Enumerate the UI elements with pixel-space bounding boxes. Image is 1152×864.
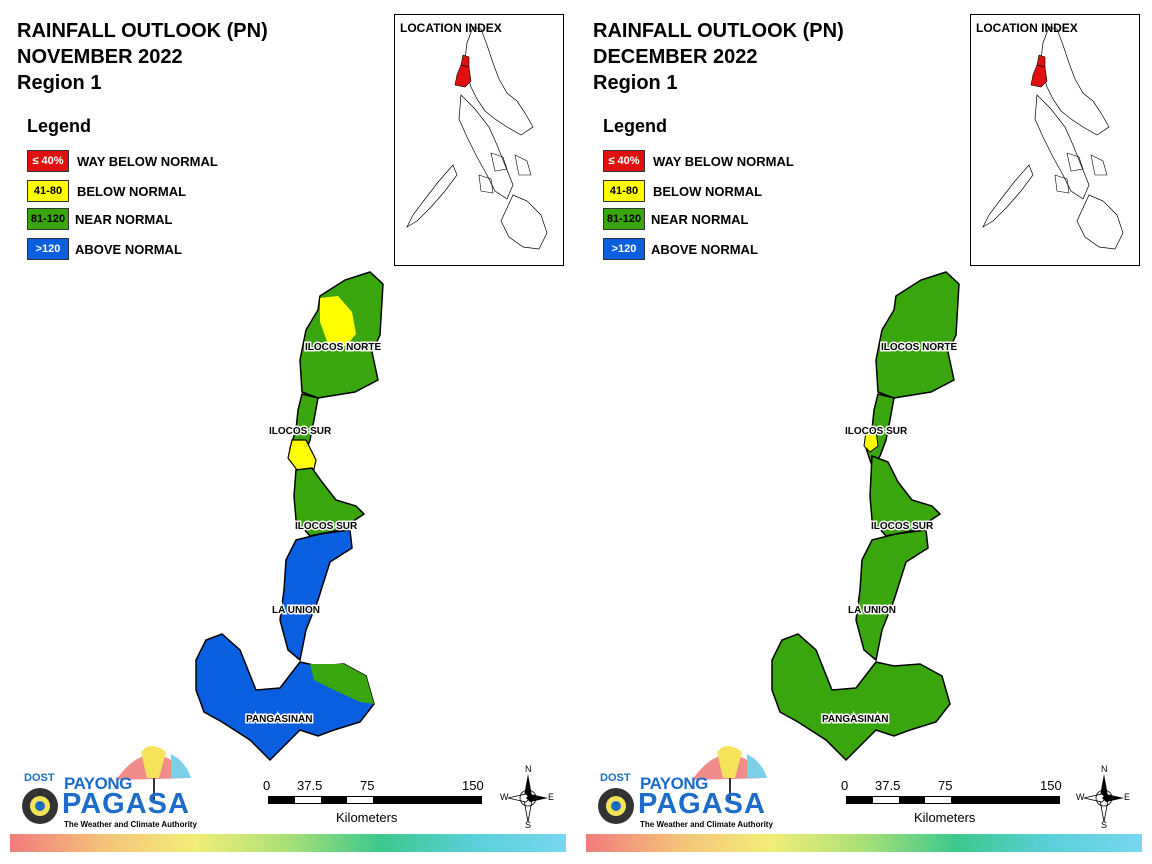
- la-union-region: [855, 529, 929, 662]
- compass-e: E: [548, 792, 555, 802]
- map-title: RAINFALL OUTLOOK (PN) DECEMBER 2022 Regi…: [593, 18, 844, 96]
- ilocos-sur-below-normal-area: [863, 429, 879, 453]
- footer-gradient-bar: [10, 834, 566, 852]
- footer-gradient-bar: [586, 834, 1142, 852]
- location-index-title: LOCATION INDEX: [400, 21, 502, 35]
- province-label-pangasinan: PANGASINAN: [822, 714, 888, 725]
- compass-s: S: [1101, 820, 1108, 830]
- legend-label: BELOW NORMAL: [77, 184, 187, 199]
- province-label-ilocos-sur: ILOCOS SUR: [269, 426, 332, 437]
- title-month: DECEMBER 2022: [593, 46, 758, 68]
- compass-e: E: [1124, 792, 1131, 802]
- province-label-la-union: LA UNION: [272, 605, 320, 616]
- outlook-panel-december: RAINFALL OUTLOOK (PN) DECEMBER 2022 Regi…: [576, 0, 1152, 864]
- scale-bar-graphic: [846, 796, 1060, 804]
- title-line: RAINFALL OUTLOOK (PN): [17, 20, 268, 42]
- philippines-index-map: [406, 26, 548, 250]
- umbrella-icon: [692, 746, 767, 800]
- scale-tick: 75: [938, 778, 953, 793]
- scale-tick: 37.5: [875, 778, 901, 793]
- pangasinan-region: [771, 633, 951, 762]
- compass-rose-icon: [507, 774, 548, 823]
- legend-label: WAY BELOW NORMAL: [653, 154, 794, 169]
- title-month: NOVEMBER 2022: [17, 46, 183, 68]
- dost-seal-icon: [22, 788, 58, 824]
- payong-text: PAYONG: [640, 774, 708, 793]
- legend-swatch: 81-120: [603, 208, 645, 230]
- scale-tick: 37.5: [297, 778, 323, 793]
- pagasa-text: PAGASA: [638, 788, 766, 820]
- scale-unit: Kilometers: [336, 810, 398, 825]
- dost-text: DOST: [24, 772, 55, 784]
- legend-title: Legend: [603, 116, 668, 136]
- title-line: RAINFALL OUTLOOK (PN): [593, 20, 844, 42]
- scale-bar: 0 37.5 75 150 Kilometers: [838, 778, 1068, 828]
- legend-label: WAY BELOW NORMAL: [77, 154, 218, 169]
- la-union-region: [279, 529, 353, 662]
- scale-tick: 150: [462, 778, 484, 793]
- location-index-title: LOCATION INDEX: [976, 21, 1078, 35]
- payong-pagasa-logo: DOST PAYONG PAGASA The Weather and Clima…: [16, 740, 197, 832]
- province-label-ilocos-sur: ILOCOS SUR: [295, 521, 358, 532]
- region-map: ILOCOS NORTE ILOCOS SUR ILOCOS SUR LA UN…: [195, 271, 384, 762]
- scale-bar: 0 37.5 75 150 Kilometers: [260, 778, 490, 828]
- scale-unit: Kilometers: [914, 810, 976, 825]
- legend-label: BELOW NORMAL: [653, 184, 763, 199]
- compass-rose-icon: [1083, 774, 1124, 823]
- province-label-ilocos-norte: ILOCOS NORTE: [305, 342, 381, 353]
- payong-text: PAYONG: [64, 774, 132, 793]
- legend-label: NEAR NORMAL: [651, 212, 749, 227]
- legend-label: ABOVE NORMAL: [651, 242, 758, 257]
- province-label-ilocos-sur: ILOCOS SUR: [845, 426, 908, 437]
- ilocos-sur-lower-region: [293, 467, 366, 537]
- ilocos-norte-region: [875, 271, 960, 399]
- umbrella-icon: [116, 746, 191, 800]
- province-label-ilocos-sur: ILOCOS SUR: [871, 521, 934, 532]
- legend-swatch: 81-120: [27, 208, 69, 230]
- outlook-panel-november: RAINFALL OUTLOOK (PN) NOVEMBER 2022 Regi…: [10, 14, 566, 852]
- ilocos-norte-below-normal-area: [320, 296, 356, 346]
- location-index-box: LOCATION INDEX: [394, 14, 564, 266]
- legend-swatch: >120: [603, 238, 645, 260]
- north-arrow-compass: N S E W: [500, 764, 556, 830]
- dost-text: DOST: [600, 772, 631, 784]
- compass-w: W: [1076, 792, 1085, 802]
- province-label-ilocos-norte: ILOCOS NORTE: [881, 342, 957, 353]
- tagline-text: The Weather and Climate Authority: [64, 820, 197, 829]
- legend-title: Legend: [27, 116, 92, 136]
- dost-seal-icon: [598, 788, 634, 824]
- legend-swatch: 41-80: [603, 180, 645, 202]
- legend-swatch: ≤ 40%: [27, 150, 69, 172]
- compass-n: N: [1101, 764, 1108, 774]
- tagline-text: The Weather and Climate Authority: [640, 820, 773, 829]
- scale-tick: 150: [1040, 778, 1062, 793]
- compass-s: S: [525, 820, 532, 830]
- legend-swatch: ≤ 40%: [603, 150, 645, 172]
- ilocos-sur-lower-region: [869, 454, 942, 537]
- pangasinan-near-normal-area: [310, 664, 374, 704]
- legend-swatch: 41-80: [27, 180, 69, 202]
- payong-pagasa-logo: DOST PAYONG PAGASA The Weather and Clima…: [592, 740, 773, 832]
- compass-n: N: [525, 764, 532, 774]
- pangasinan-region: [195, 633, 375, 762]
- location-index-box: LOCATION INDEX: [970, 14, 1140, 266]
- province-label-pangasinan: PANGASINAN: [246, 714, 312, 725]
- compass-w: W: [500, 792, 509, 802]
- legend-label: ABOVE NORMAL: [75, 242, 182, 257]
- province-label-la-union: LA UNION: [848, 605, 896, 616]
- map-title: RAINFALL OUTLOOK (PN) NOVEMBER 2022 Regi…: [17, 18, 268, 96]
- scale-bar-graphic: [268, 796, 482, 804]
- scale-tick: 0: [263, 778, 271, 793]
- pagasa-text: PAGASA: [62, 788, 190, 820]
- legend-swatch: >120: [27, 238, 69, 260]
- scale-tick: 0: [841, 778, 849, 793]
- scale-tick: 75: [360, 778, 375, 793]
- philippines-index-map: [982, 26, 1124, 250]
- region-map: ILOCOS NORTE ILOCOS SUR ILOCOS SUR LA UN…: [771, 271, 960, 762]
- title-region: Region 1: [593, 72, 678, 94]
- legend-label: NEAR NORMAL: [75, 212, 173, 227]
- title-region: Region 1: [17, 72, 102, 94]
- north-arrow-compass: N S E W: [1076, 764, 1132, 830]
